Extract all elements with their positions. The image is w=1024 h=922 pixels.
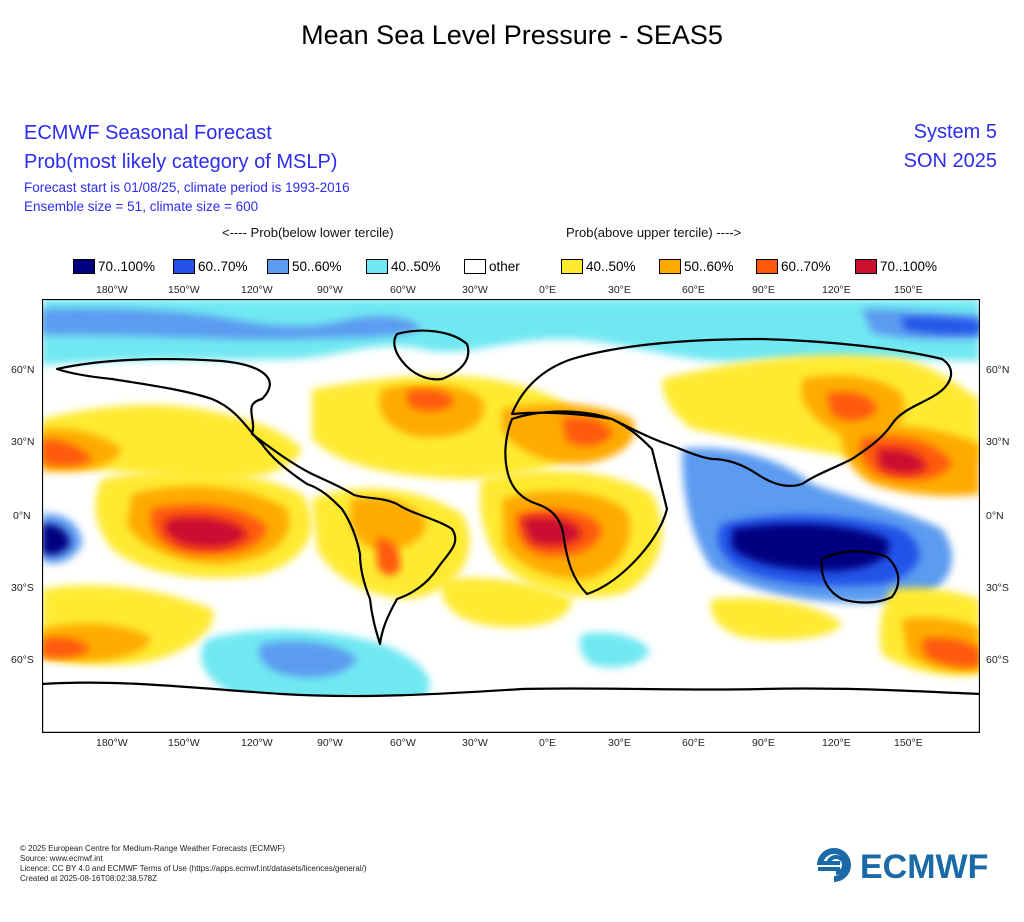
legend-label: 60..70% bbox=[198, 258, 248, 274]
lon-tick-top: 180°W bbox=[96, 284, 128, 296]
lat-tick-right: 60°N bbox=[986, 364, 1010, 376]
legend-item: 50..60% bbox=[659, 257, 734, 275]
lon-tick-bottom: 90°E bbox=[752, 737, 775, 749]
lon-tick-bottom: 120°E bbox=[822, 737, 851, 749]
legend-item: 40..50% bbox=[561, 257, 636, 275]
map-svg bbox=[42, 299, 980, 733]
legend-label: 50..60% bbox=[292, 258, 342, 274]
lat-tick-right: 30°S bbox=[986, 582, 1009, 594]
probability-fields bbox=[42, 299, 980, 709]
legend-swatch bbox=[267, 258, 289, 274]
northern-above-fields bbox=[42, 355, 980, 496]
tropical-above-fields bbox=[95, 470, 662, 599]
footer-source: Source: www.ecmwf.int bbox=[20, 854, 103, 863]
lon-tick-bottom: 30°E bbox=[608, 737, 631, 749]
lon-tick-bottom: 180°W bbox=[96, 737, 128, 749]
header-season: SON 2025 bbox=[903, 150, 997, 172]
lon-tick-top: 0°E bbox=[539, 284, 557, 296]
greenland-coastline bbox=[393, 329, 470, 381]
lon-tick-bottom: 150°W bbox=[168, 737, 200, 749]
lat-tick-left: 0°N bbox=[13, 510, 31, 522]
southern-below-fields bbox=[201, 629, 650, 709]
eurasia-coastline bbox=[510, 337, 953, 488]
header-forecast-name: ECMWF Seasonal Forecast bbox=[24, 122, 272, 144]
east-pacific-below-field bbox=[42, 513, 82, 564]
lat-tick-right: 30°N bbox=[986, 436, 1010, 448]
legend-swatch bbox=[173, 258, 195, 274]
lat-tick-left: 60°S bbox=[11, 654, 34, 666]
map-frame bbox=[42, 299, 980, 733]
footer-licence: Licence: CC BY 4.0 and ECMWF Terms of Us… bbox=[20, 864, 367, 873]
arctic-below-field bbox=[42, 299, 980, 365]
footer-created: Created at 2025-08-16T08:02:38.578Z bbox=[20, 874, 157, 883]
legend-item: 60..70% bbox=[173, 257, 248, 275]
footer-copyright: © 2025 European Centre for Medium-Range … bbox=[20, 844, 285, 853]
legend-swatch bbox=[366, 258, 388, 274]
legend-below-heading: <---- Prob(below lower tercile) bbox=[222, 225, 394, 240]
legend-item: 70..100% bbox=[855, 257, 937, 275]
lon-tick-top: 150°E bbox=[894, 284, 923, 296]
ecmwf-logo-mark bbox=[817, 848, 851, 882]
legend-item: 70..100% bbox=[73, 257, 155, 275]
main-title: Mean Sea Level Pressure - SEAS5 bbox=[301, 20, 723, 50]
lat-tick-left: 30°S bbox=[11, 582, 34, 594]
legend-above-heading: Prob(above upper tercile) ----> bbox=[566, 225, 742, 240]
legend-item: 40..50% bbox=[366, 257, 441, 275]
lon-tick-bottom: 30°W bbox=[462, 737, 488, 749]
lon-tick-bottom: 150°E bbox=[894, 737, 923, 749]
indian-ocean-below-fields bbox=[682, 448, 952, 603]
ecmwf-logo-text: ECMWF bbox=[860, 848, 988, 885]
lon-tick-bottom: 90°W bbox=[317, 737, 343, 749]
header-system: System 5 bbox=[913, 121, 997, 143]
antarctica-coastline bbox=[42, 681, 980, 733]
header-forecast-start: Forecast start is 01/08/25, climate peri… bbox=[24, 180, 350, 195]
lat-tick-right: 60°S bbox=[986, 654, 1009, 666]
australia-coastline bbox=[820, 550, 900, 604]
coastlines bbox=[42, 329, 980, 733]
legend-item: other bbox=[464, 257, 520, 275]
legend-swatch bbox=[464, 258, 486, 274]
legend-swatch bbox=[561, 258, 583, 274]
lon-tick-top: 90°W bbox=[317, 284, 343, 296]
lon-tick-top: 30°W bbox=[462, 284, 488, 296]
ecmwf-logo-svg: ECMWF bbox=[817, 848, 988, 886]
lon-tick-top: 60°E bbox=[682, 284, 705, 296]
legend-label: other bbox=[489, 258, 520, 274]
lon-tick-bottom: 0°E bbox=[539, 737, 557, 749]
lon-tick-bottom: 60°W bbox=[390, 737, 416, 749]
legend-swatch bbox=[659, 258, 681, 274]
lon-tick-top: 120°E bbox=[822, 284, 851, 296]
ecmwf-logo: ECMWF bbox=[814, 845, 1006, 886]
legend-label: 70..100% bbox=[880, 258, 938, 274]
header-ensemble-size: Ensemble size = 51, climate size = 600 bbox=[24, 199, 259, 214]
legend-swatch bbox=[855, 258, 877, 274]
legend-item: 50..60% bbox=[267, 257, 342, 275]
southern-above-fields bbox=[42, 577, 980, 676]
lon-tick-top: 60°W bbox=[390, 284, 416, 296]
legend-label: 70..100% bbox=[98, 258, 156, 274]
americas-coastline bbox=[55, 357, 457, 646]
lat-tick-left: 30°N bbox=[11, 436, 35, 448]
legend-swatch bbox=[73, 258, 95, 274]
lat-tick-left: 60°N bbox=[11, 364, 35, 376]
lat-tick-right: 0°N bbox=[986, 510, 1004, 522]
legend-swatch bbox=[756, 258, 778, 274]
legend-item: 60..70% bbox=[756, 257, 831, 275]
probability-map bbox=[42, 299, 980, 733]
lon-tick-top: 150°W bbox=[168, 284, 200, 296]
lon-tick-top: 120°W bbox=[241, 284, 273, 296]
lon-tick-bottom: 60°E bbox=[682, 737, 705, 749]
header-product-name: Prob(most likely category of MSLP) bbox=[24, 151, 338, 173]
lon-tick-top: 30°E bbox=[608, 284, 631, 296]
lon-tick-bottom: 120°W bbox=[241, 737, 273, 749]
legend-label: 40..50% bbox=[586, 258, 636, 274]
legend-label: 50..60% bbox=[684, 258, 734, 274]
lon-tick-top: 90°E bbox=[752, 284, 775, 296]
legend-label: 40..50% bbox=[391, 258, 441, 274]
legend-label: 60..70% bbox=[781, 258, 831, 274]
